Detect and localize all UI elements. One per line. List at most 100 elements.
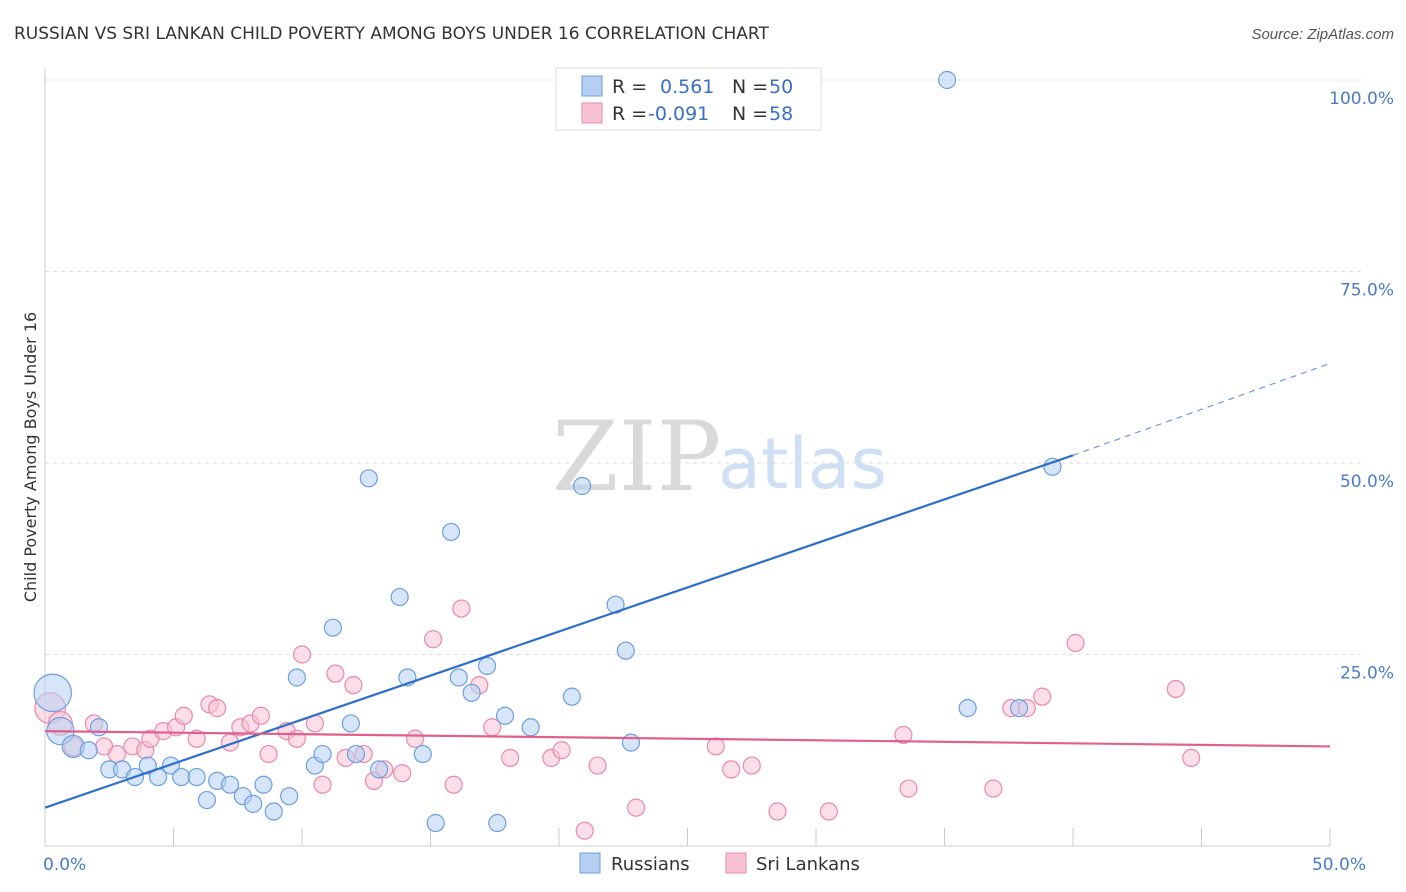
russians-point xyxy=(477,656,497,676)
legend-srilankans-n-label: N = xyxy=(732,103,768,125)
chart-source: Source: ZipAtlas.com xyxy=(1251,26,1394,43)
srilankans-point xyxy=(423,630,443,649)
russians-point xyxy=(413,744,432,764)
russians-point xyxy=(172,767,191,787)
srilankans-point xyxy=(894,725,913,745)
legend-russians-n-value: 50 xyxy=(769,76,793,98)
russians-point xyxy=(89,718,109,737)
russians-point xyxy=(287,668,306,687)
srilankans-point xyxy=(552,741,571,760)
srilankans-point xyxy=(292,645,312,664)
legend-russians-r-value: 0.561 xyxy=(660,76,714,98)
legend-srilankans-r-label: R = xyxy=(612,103,647,125)
russians-point xyxy=(488,813,507,833)
axis-layer: 25.0% 50.0% 75.0% 100.0% 0.0% 50.0% xyxy=(43,68,1394,875)
russians-point xyxy=(441,522,461,542)
srilankans-point xyxy=(107,744,127,764)
russians-point xyxy=(937,70,957,90)
srilankans-point xyxy=(174,706,193,725)
russians-point xyxy=(621,733,641,752)
y-tick-label: 50.0% xyxy=(1340,472,1394,492)
srilankans-point xyxy=(259,744,278,764)
russians-point xyxy=(359,469,378,488)
srilankans-point xyxy=(444,775,463,794)
srilankans-point xyxy=(706,737,725,756)
legend-russians-r-label: R = xyxy=(612,76,647,98)
srilankans-trend-line xyxy=(44,730,1331,748)
russians-point xyxy=(220,775,240,794)
russians-point xyxy=(1009,699,1029,718)
russians-point xyxy=(449,668,468,687)
legend-swatch-srilankans xyxy=(581,102,603,124)
y-axis-label: Child Poverty Among Boys Under 16 xyxy=(21,312,40,602)
srilankans-point xyxy=(326,664,345,683)
srilankans-point xyxy=(626,798,646,817)
bottom-legend-russians: Russians xyxy=(611,854,690,875)
russians-point xyxy=(562,687,581,706)
bottom-legend-swatch-srilankans xyxy=(725,852,747,874)
srilankans-point xyxy=(819,802,838,821)
russians-point xyxy=(616,641,635,660)
watermark: ZIP atlas xyxy=(552,401,887,513)
bottom-legend: Russians Sri Lankans xyxy=(579,852,860,875)
legend-swatch-russians xyxy=(581,75,603,97)
srilankans-point xyxy=(501,748,520,768)
russians-point xyxy=(79,741,98,760)
russians-point xyxy=(1043,457,1062,476)
srilankans-point xyxy=(575,821,594,840)
russians-point xyxy=(187,767,206,787)
bottom-legend-srilankans: Sri Lankans xyxy=(756,854,860,875)
srilankans-point xyxy=(984,779,1003,798)
bottom-legend-swatch-russians xyxy=(579,852,601,874)
srilankans-point xyxy=(742,756,761,775)
x-tick-label: 50.0% xyxy=(1312,855,1366,875)
russians-point xyxy=(495,706,515,725)
russians-point xyxy=(138,756,157,775)
srilankans-point xyxy=(1182,748,1201,768)
russians-point xyxy=(323,618,342,637)
points-layer xyxy=(33,70,1201,840)
srilankans-point xyxy=(187,729,206,748)
srilankans-point xyxy=(1066,633,1085,653)
russians-point xyxy=(254,775,273,794)
watermark-zip: ZIP xyxy=(552,401,721,513)
russians-point xyxy=(573,476,592,496)
srilankans-point xyxy=(287,729,306,748)
russians-point xyxy=(341,714,360,733)
srilankans-point xyxy=(1166,679,1185,699)
srilankans-point xyxy=(251,706,270,725)
russians-point xyxy=(197,790,217,810)
russians-point xyxy=(33,673,73,713)
russians-point xyxy=(426,813,445,833)
russians-point xyxy=(244,794,263,813)
legend-srilankans-r-value: -0.091 xyxy=(648,103,709,125)
russians-point xyxy=(313,744,332,764)
chart-title: RUSSIAN VS SRI LANKAN CHILD POVERTY AMON… xyxy=(14,24,769,44)
srilankans-point xyxy=(722,760,741,779)
srilankans-point xyxy=(1033,687,1052,706)
legend-srilankans-n-value: 58 xyxy=(769,103,793,125)
legend-box: R = 0.561 N = 50 R = -0.091 N = 58 xyxy=(555,67,822,131)
russians-point xyxy=(264,802,283,821)
y-tick-label: 100.0% xyxy=(1329,89,1394,109)
srilankans-point xyxy=(313,775,332,794)
grid-layer xyxy=(45,79,1365,655)
x-tick-label: 0.0% xyxy=(43,855,86,875)
srilankans-point xyxy=(899,779,918,798)
russians-point xyxy=(521,718,540,737)
russians-point xyxy=(280,787,299,806)
russians-point xyxy=(462,683,481,702)
srilankans-point xyxy=(768,802,787,821)
srilankans-point xyxy=(344,676,363,695)
y-tick-label: 75.0% xyxy=(1340,281,1394,301)
trend-layer xyxy=(44,362,1331,809)
russians-point xyxy=(958,699,977,718)
russians-point xyxy=(370,760,389,779)
srilankans-point xyxy=(208,699,227,718)
srilankans-point xyxy=(588,756,607,775)
watermark-atlas: atlas xyxy=(718,423,887,505)
srilankans-point xyxy=(452,599,471,618)
legend-russians-n-label: N = xyxy=(732,76,768,98)
russians-trend-line xyxy=(44,454,1074,809)
